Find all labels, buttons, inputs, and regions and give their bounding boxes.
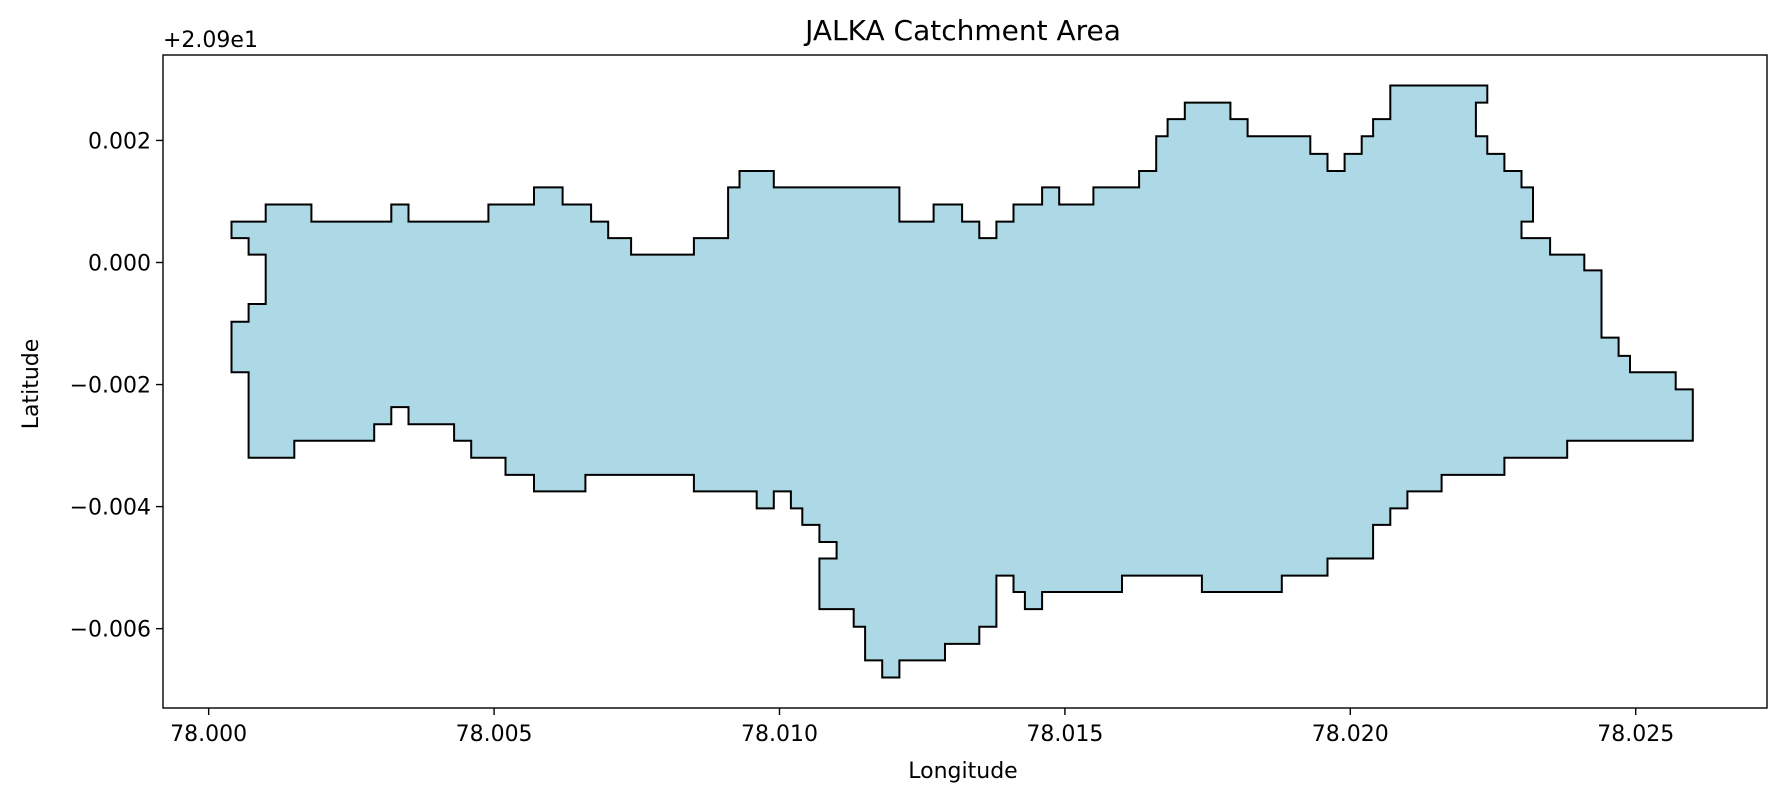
x-tick-label: 78.025 (1597, 722, 1674, 747)
x-axis-label: Longitude (908, 759, 1017, 784)
y-tick-label: 0.002 (88, 129, 151, 154)
y-tick-label: −0.006 (70, 618, 151, 643)
y-axis-label: Latitude (19, 339, 44, 430)
x-tick-label: 78.020 (1312, 722, 1389, 747)
y-tick-label: −0.004 (70, 496, 151, 521)
y-offset-label: +2.09e1 (163, 28, 258, 53)
y-axis: 0.002 0.000 −0.002 −0.004 −0.006 (70, 129, 163, 643)
axes-frame (162, 54, 1768, 709)
y-tick-label: 0.000 (88, 251, 151, 276)
x-axis: 78.000 78.005 78.010 78.015 78.020 78.025 (170, 708, 1674, 747)
x-tick-label: 78.015 (1026, 722, 1103, 747)
catchment-polygon (230, 84, 1694, 679)
y-tick-label: −0.002 (70, 374, 151, 399)
x-tick-label: 78.000 (170, 722, 247, 747)
plot-area (230, 84, 1694, 679)
x-tick-label: 78.010 (741, 722, 818, 747)
chart-title: JALKA Catchment Area (803, 14, 1121, 47)
x-tick-label: 78.005 (456, 722, 533, 747)
